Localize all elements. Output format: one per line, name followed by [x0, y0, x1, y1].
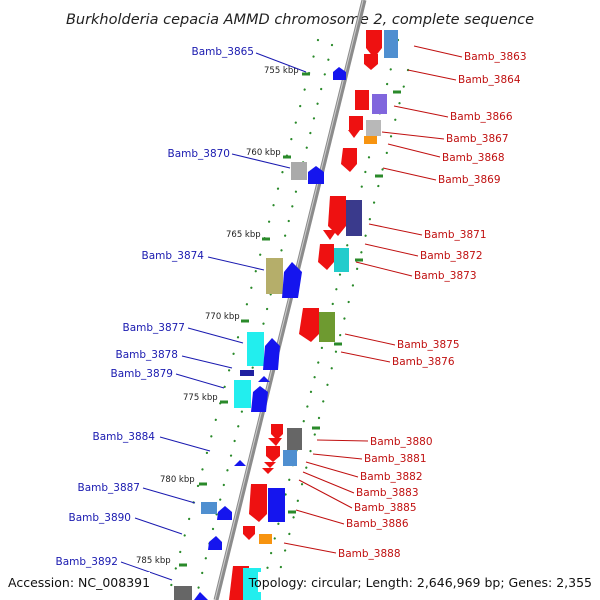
gene-label-bamb-3867: Bamb_3867 — [446, 133, 509, 145]
gene-bamb-3866-box — [372, 94, 387, 114]
gene-label-bamb-3874: Bamb_3874 — [141, 250, 204, 262]
gene-bamb-3870-box — [291, 162, 307, 180]
gene-label-bamb-3870: Bamb_3870 — [167, 148, 230, 160]
gene-label-bamb-3892: Bamb_3892 — [55, 556, 118, 568]
outer-left-track — [168, 38, 320, 592]
gene-label-bamb-3877: Bamb_3877 — [122, 322, 185, 334]
gene-bamb-3877-box — [247, 332, 264, 366]
gene-bamb-3883-arrow — [262, 468, 274, 474]
gene-bamb-3875-arrow — [299, 308, 319, 342]
gene-bamb-3871-arrow — [328, 196, 346, 236]
left-gene-labels: Bamb_3865 Bamb_3870 Bamb_3874 Bamb_3877 … — [55, 46, 254, 568]
scale-tick-labels: 755 kbp 760 kbp 765 kbp 770 kbp 775 kbp … — [136, 66, 299, 566]
gene-label-bamb-3887: Bamb_3887 — [77, 482, 140, 494]
gene-bamb-3881-box — [283, 450, 297, 466]
scale-tick-marks — [179, 72, 401, 567]
gene-bamb-3882-arrow — [264, 462, 276, 468]
gene-arrow — [263, 338, 280, 370]
gene-label-bamb-3875: Bamb_3875 — [397, 339, 460, 351]
gene-arrow — [243, 526, 255, 540]
gene-bamb-3876-box — [319, 312, 335, 342]
gene-label-bamb-3866: Bamb_3866 — [450, 111, 513, 123]
gene-bamb-3872-arrow — [323, 230, 337, 240]
gene-label-bamb-3869: Bamb_3869 — [438, 174, 501, 186]
gene-bamb-3885-arrow — [249, 484, 267, 522]
footer-right-bg — [258, 572, 596, 592]
tick-label: 770 kbp — [205, 312, 240, 322]
gene-bamb-3879-box — [234, 380, 251, 408]
gene-label-bamb-3864: Bamb_3864 — [458, 74, 521, 86]
gene-arrow — [258, 376, 270, 382]
gene-bamb-3867-box — [366, 120, 381, 136]
gene-red-box — [355, 90, 369, 110]
gene-label-bamb-3881: Bamb_3881 — [364, 453, 427, 465]
gene-label-bamb-3873: Bamb_3873 — [414, 270, 477, 282]
gene-bamb-3873-arrow — [318, 244, 334, 270]
gene-label-bamb-3890: Bamb_3890 — [68, 512, 131, 524]
tick-label: 775 kbp — [183, 393, 218, 403]
gene-bamb-3888-box — [259, 534, 272, 544]
gene-arrow — [194, 592, 208, 600]
gene-arrow — [308, 166, 324, 184]
tick-label: 785 kbp — [136, 556, 171, 566]
gene-label-bamb-3879: Bamb_3879 — [110, 368, 173, 380]
gene-label-bamb-3868: Bamb_3868 — [442, 152, 505, 164]
map-title: Burkholderia cepacia AMMD chromosome 2, … — [66, 12, 534, 28]
gene-label-bamb-3880: Bamb_3880 — [370, 436, 433, 448]
gene-bamb-3863-arrow — [366, 30, 382, 58]
accession-text: Accession: NC_008391 — [8, 575, 150, 590]
gene-bamb-3869-arrow — [341, 148, 357, 172]
inner-left-track — [196, 43, 334, 592]
gene-arrow — [217, 506, 232, 520]
gene-bamb-3864-box — [384, 30, 398, 58]
gene-bamb-3887-box — [201, 502, 217, 514]
gene-label-bamb-3863: Bamb_3863 — [464, 51, 527, 63]
gene-label-bamb-3878: Bamb_3878 — [115, 349, 178, 361]
gene-label-bamb-3865: Bamb_3865 — [191, 46, 254, 58]
tick-label: 765 kbp — [226, 230, 261, 240]
backbone-highlight — [214, 0, 364, 600]
gene-bamb-3865-arrow — [333, 67, 346, 80]
gene-label-bamb-3876: Bamb_3876 — [392, 356, 455, 368]
gene-arrow — [266, 446, 280, 462]
topology-info-text: Topology: circular; Length: 2,646,969 bp… — [248, 575, 592, 590]
chromosome-backbone — [213, 0, 367, 600]
gene-label-bamb-3885: Bamb_3885 — [354, 502, 417, 514]
gene-bamb-3884-arrow — [234, 460, 246, 466]
gene-bamb-3873-box — [334, 248, 349, 272]
tick-label: 755 kbp — [264, 66, 299, 76]
tick-label: 760 kbp — [246, 148, 281, 158]
gene-bamb-3874-arrow — [282, 262, 302, 298]
gene-red-box — [349, 116, 363, 130]
gene-bamb-3868-box — [364, 136, 377, 144]
gene-arrow — [348, 130, 360, 138]
gene-bamb-3892-box — [174, 586, 192, 600]
gene-bamb-3871-box — [346, 200, 362, 236]
gene-label-bamb-3883: Bamb_3883 — [356, 487, 419, 499]
gene-arrow — [268, 438, 282, 446]
gene-label-bamb-3888: Bamb_3888 — [338, 548, 401, 560]
right-leader-lines — [283, 45, 463, 554]
gene-bamb-3880-box — [287, 428, 302, 450]
gene-bamb-3880-arrow — [271, 424, 283, 440]
gene-bamb-3886-box — [268, 488, 285, 522]
tick-label: 780 kbp — [160, 475, 195, 485]
dotted-tracks — [168, 38, 410, 592]
gene-features — [174, 30, 398, 600]
gene-bamb-3874-box — [266, 258, 283, 294]
gene-label-bamb-3882: Bamb_3882 — [360, 471, 423, 483]
gene-label-bamb-3871: Bamb_3871 — [424, 229, 487, 241]
gene-bamb-3878-box — [240, 370, 254, 376]
gene-arrow — [364, 54, 378, 70]
gene-box — [243, 568, 261, 600]
right-gene-labels: Bamb_3863 Bamb_3864 Bamb_3866 Bamb_3867 … — [338, 51, 527, 560]
footer-left-bg — [4, 572, 150, 592]
gene-arrow — [251, 386, 268, 412]
gene-label-bamb-3872: Bamb_3872 — [420, 250, 483, 262]
gene-label-bamb-3886: Bamb_3886 — [346, 518, 409, 530]
gene-bamb-3890-arrow — [208, 536, 222, 550]
left-leader-lines — [120, 52, 307, 581]
gene-label-bamb-3884: Bamb_3884 — [92, 431, 155, 443]
